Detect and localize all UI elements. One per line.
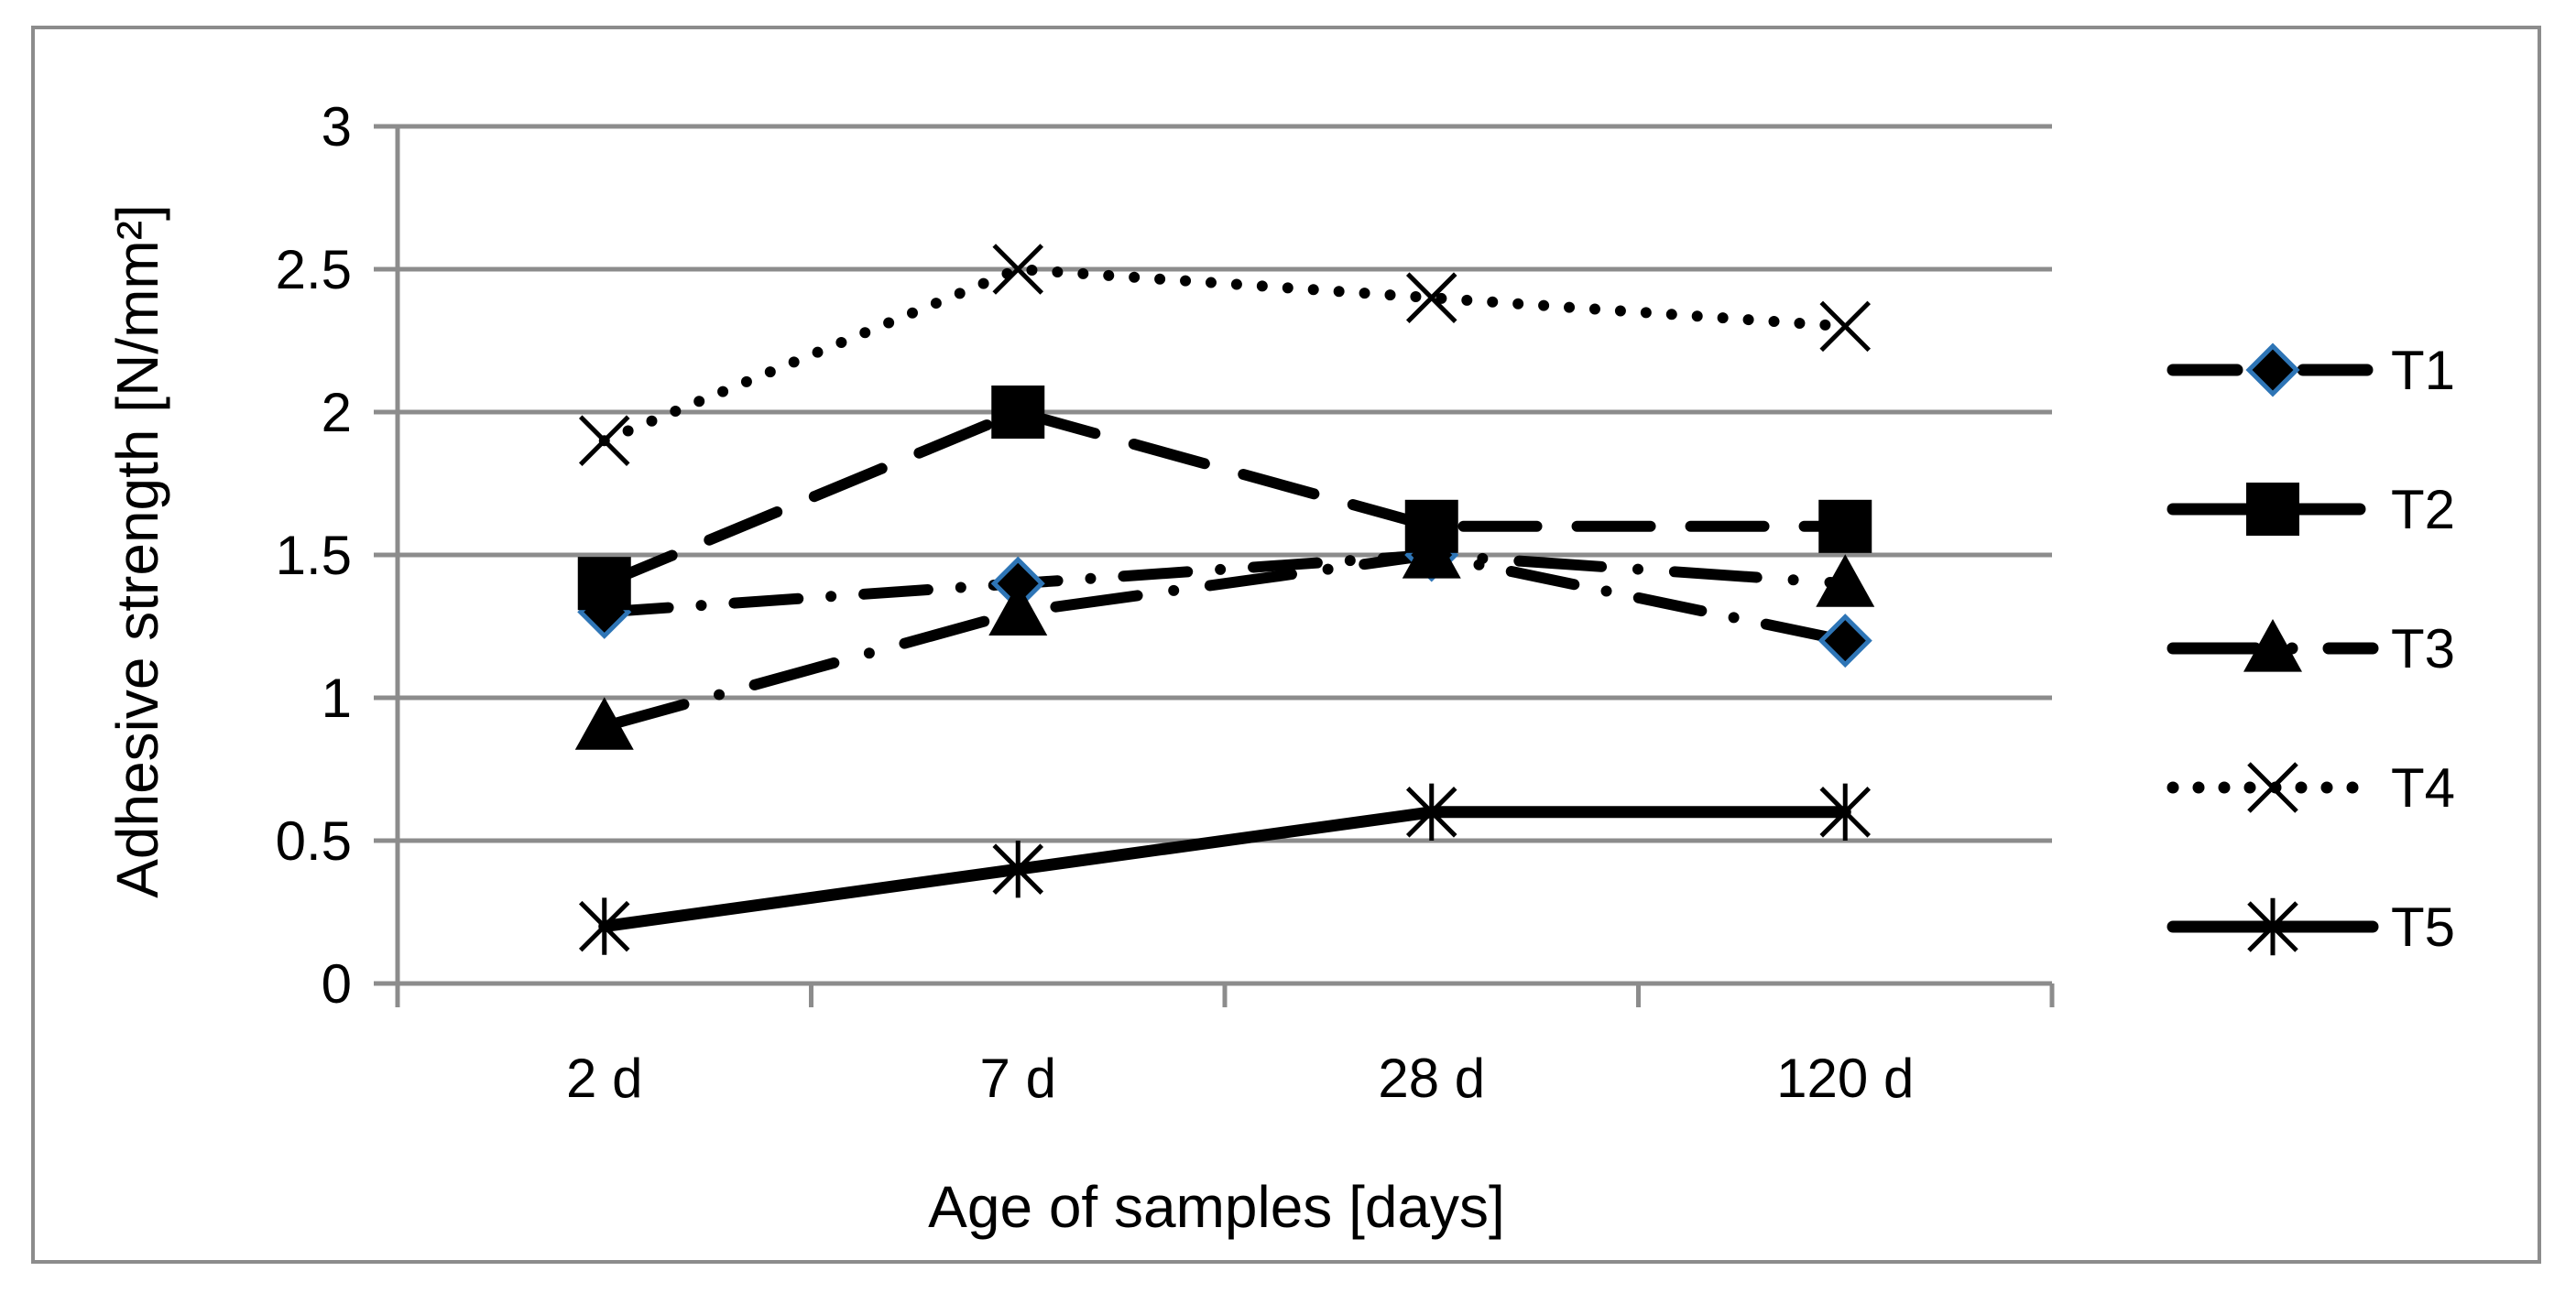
x-marker-stroke	[578, 415, 630, 466]
x-tick-label: 120 d	[1776, 1048, 1914, 1109]
y-tick-label: 3	[322, 96, 352, 158]
square-marker	[1818, 499, 1872, 553]
series-lines	[598, 264, 1851, 933]
diamond-marker	[2245, 342, 2300, 397]
y-tick-label: 2	[322, 382, 352, 443]
x-axis-title: Age of samples [days]	[928, 1174, 1505, 1240]
legend-marker	[2247, 897, 2298, 956]
triangle-marker	[2243, 619, 2302, 672]
legend-marker	[2245, 342, 2300, 397]
y-tick-label: 1.5	[276, 525, 352, 586]
series-markers	[574, 244, 1875, 955]
x-marker-stroke	[2247, 762, 2298, 813]
data-point-t5	[578, 897, 630, 955]
y-tick-label: 0.5	[276, 810, 352, 872]
legend-label: T3	[2391, 618, 2455, 679]
legend-item-t2: T2	[2167, 479, 2455, 540]
legend-item-t3: T3	[2167, 618, 2455, 679]
data-point-t1	[1817, 614, 1872, 668]
triangle-marker	[1816, 554, 1875, 607]
data-point-t4	[578, 415, 630, 466]
x-tick-label: 28 d	[1378, 1048, 1485, 1109]
series-line-t2	[598, 407, 1851, 590]
data-point-t3	[1816, 554, 1875, 607]
data-point-t4	[1819, 300, 1872, 353]
triangle-marker	[988, 582, 1048, 636]
square-marker	[577, 557, 631, 611]
y-tick-label: 1	[322, 668, 352, 729]
data-point-t4	[992, 244, 1044, 295]
y-tick-labels: 0 0.5 1 1.5 2 2.5 3	[276, 96, 352, 1015]
x-marker-stroke	[1405, 272, 1457, 323]
legend-marker	[2247, 762, 2298, 813]
legend-item-t5: T5	[2167, 896, 2455, 958]
legend-item-t4: T4	[2167, 757, 2455, 819]
x-marker-stroke	[992, 244, 1044, 295]
diamond-marker	[1817, 614, 1872, 668]
series-line-t1	[598, 549, 1851, 646]
data-point-t5	[1405, 783, 1457, 841]
y-tick-label: 0	[322, 953, 352, 1015]
data-point-t2	[991, 386, 1045, 439]
series-line-t5	[598, 806, 1851, 933]
data-point-t3	[988, 582, 1048, 636]
legend-marker	[2243, 619, 2302, 672]
legend-label: T5	[2391, 896, 2455, 958]
data-point-t3	[1402, 526, 1461, 579]
triangle-marker	[574, 697, 634, 750]
legend-label: T2	[2391, 479, 2455, 540]
x-tick-labels: 2 d 7 d 28 d 120 d	[566, 1048, 1914, 1109]
data-point-t2	[1818, 499, 1872, 553]
data-point-t3	[574, 697, 634, 750]
data-point-t2	[577, 557, 631, 611]
legend: T1 T2 T3 T4 T5	[2167, 340, 2455, 958]
legend-marker	[2246, 483, 2299, 536]
axes	[374, 124, 2055, 1007]
x-tick-label: 7 d	[980, 1048, 1056, 1109]
legend-label: T4	[2391, 757, 2455, 819]
data-point-t5	[1819, 783, 1872, 841]
y-axis-title: Adhesive strength [N/mm²]	[104, 204, 170, 898]
legend-item-t1: T1	[2167, 340, 2455, 401]
x-marker-stroke	[1819, 300, 1872, 353]
x-tick-label: 2 d	[566, 1048, 642, 1109]
triangle-marker	[1402, 526, 1461, 579]
legend-label: T1	[2391, 340, 2455, 401]
square-marker	[2246, 483, 2299, 536]
data-point-t4	[1405, 272, 1457, 323]
y-tick-label: 2.5	[276, 239, 352, 300]
data-point-t5	[992, 841, 1044, 898]
chart-frame	[31, 26, 2541, 1264]
series-line-t4	[598, 264, 1851, 447]
series-line-t3	[598, 549, 1851, 733]
grid-lines	[398, 124, 2052, 843]
square-marker	[991, 386, 1045, 439]
